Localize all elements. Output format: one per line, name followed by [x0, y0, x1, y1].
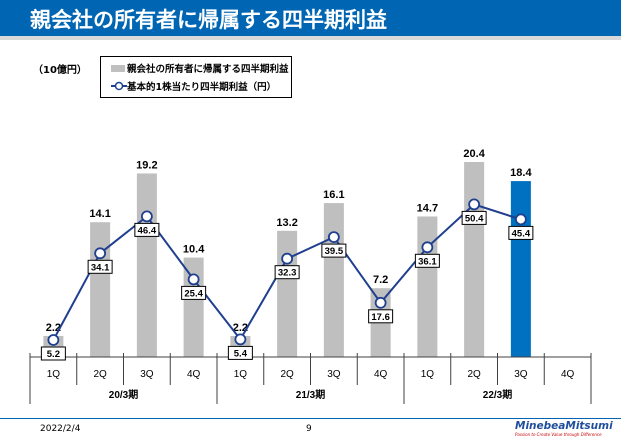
company-logo: MinebeaMitsumi Passion to Create Value th…	[515, 420, 613, 437]
eps-value-label: 34.1	[91, 262, 110, 273]
eps-marker	[468, 198, 481, 211]
bar-value-label: 14.1	[89, 208, 110, 220]
bar-value-label: 13.2	[276, 217, 297, 229]
eps-label-box	[181, 285, 207, 300]
bar-value-label: 7.2	[373, 274, 388, 286]
eps-label-box	[40, 346, 66, 361]
logo-name: MinebeaMitsumi	[515, 420, 613, 432]
category-label: 1Q	[47, 369, 61, 380]
category-label: 4Q	[374, 369, 388, 380]
eps-label-box	[461, 210, 487, 225]
bar	[510, 181, 531, 357]
category-label: 4Q	[561, 369, 575, 380]
eps-value-label: 17.6	[371, 312, 390, 323]
logo-tagline: Passion to Create Value through Differen…	[515, 432, 602, 437]
header-divider	[0, 36, 621, 40]
bar-value-label: 16.1	[323, 189, 344, 201]
page-number: 9	[306, 424, 312, 434]
unit-label: （10億円）	[33, 65, 87, 76]
category-label: 4Q	[187, 369, 201, 380]
eps-value-label: 46.4	[138, 225, 157, 236]
eps-value-label: 50.4	[465, 213, 484, 224]
bar-value-label: 20.4	[463, 148, 485, 160]
legend-line-marker-icon	[111, 81, 127, 91]
eps-marker	[47, 334, 60, 346]
bar	[417, 216, 438, 357]
group-label: 20/3期	[109, 388, 138, 401]
group-label: 22/3期	[483, 388, 512, 401]
legend-swatch-bar	[111, 64, 125, 72]
bar	[464, 161, 485, 357]
footer-date: 2022/2/4	[40, 424, 81, 434]
eps-marker	[187, 273, 200, 286]
eps-value-label: 39.5	[325, 246, 344, 257]
legend-label: 基本的1株当たり四半期利益（円）	[127, 82, 277, 93]
bar	[277, 230, 298, 357]
eps-label-box	[134, 222, 160, 237]
group-label: 21/3期	[296, 388, 325, 401]
category-label: 2Q	[467, 369, 481, 380]
category-label: 1Q	[421, 369, 435, 380]
eps-label-box	[368, 309, 394, 324]
category-label: 2Q	[280, 369, 294, 380]
eps-label-box	[414, 253, 440, 268]
category-label: 3Q	[327, 369, 341, 380]
eps-label-box	[508, 225, 534, 240]
category-label: 3Q	[140, 369, 154, 380]
bar-value-label: 18.4	[510, 167, 532, 179]
eps-value-label: 36.1	[418, 256, 437, 267]
eps-marker	[234, 333, 247, 346]
eps-value-label: 45.4	[512, 228, 531, 239]
eps-value-label: 25.4	[184, 288, 203, 299]
eps-value-label: 32.3	[278, 268, 297, 279]
legend-item-line: 基本的1株当たり四半期利益（円）	[111, 79, 276, 93]
eps-marker	[374, 296, 387, 309]
bar-value-label: 19.2	[136, 159, 157, 171]
bar-value-label: 14.7	[417, 202, 438, 214]
eps-marker	[94, 247, 107, 260]
eps-label-box	[227, 345, 253, 360]
eps-label-box	[274, 265, 300, 280]
eps-value-label: 5.4	[234, 348, 248, 359]
footer-divider	[0, 418, 621, 419]
legend-label: 親会社の所有者に帰属する四半期利益	[127, 64, 289, 75]
legend-item-bar: 親会社の所有者に帰属する四半期利益	[111, 61, 289, 75]
eps-label-box	[87, 259, 113, 274]
header-bar: 親会社の所有者に帰属する四半期利益	[0, 0, 621, 36]
eps-marker	[140, 210, 153, 223]
legend: 親会社の所有者に帰属する四半期利益 基本的1株当たり四半期利益（円）	[100, 56, 292, 98]
category-label: 2Q	[93, 369, 107, 380]
eps-marker	[281, 252, 294, 265]
bar	[323, 203, 344, 357]
page-title: 親会社の所有者に帰属する四半期利益	[30, 8, 387, 32]
bar-value-label: 10.4	[183, 244, 205, 256]
category-label: 1Q	[234, 369, 248, 380]
eps-marker	[421, 241, 434, 254]
eps-marker	[327, 231, 340, 244]
eps-label-box	[321, 243, 347, 258]
bar	[136, 173, 157, 357]
bar	[183, 257, 204, 357]
category-label: 3Q	[514, 369, 528, 380]
eps-marker	[514, 213, 527, 226]
bar	[90, 222, 111, 357]
eps-value-label: 5.2	[47, 349, 60, 360]
